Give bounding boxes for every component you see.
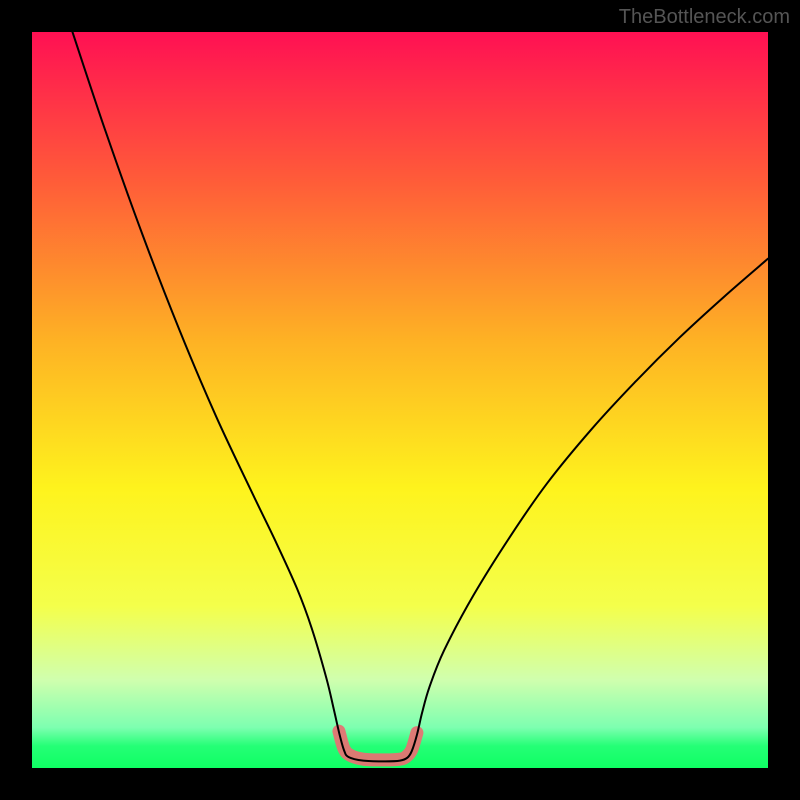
plot-background	[32, 32, 768, 768]
chart-container: TheBottleneck.com	[0, 0, 800, 800]
bottleneck-chart	[0, 0, 800, 800]
watermark-text: TheBottleneck.com	[619, 6, 790, 29]
